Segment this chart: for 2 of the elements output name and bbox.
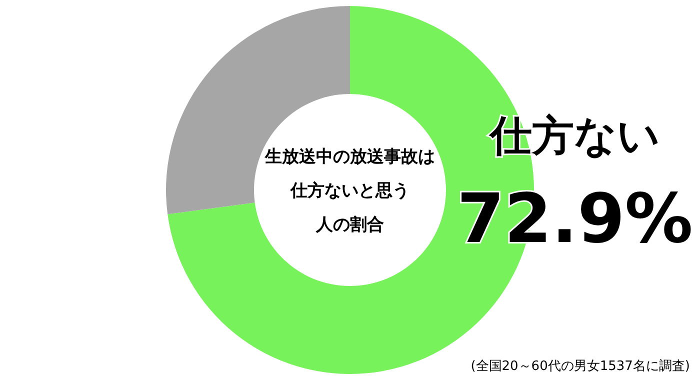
text: (全国20～60代の男女1537名に調査) — [470, 359, 690, 374]
text: 生放送中の放送事故は仕方ないと思う人の割合 — [264, 147, 435, 235]
